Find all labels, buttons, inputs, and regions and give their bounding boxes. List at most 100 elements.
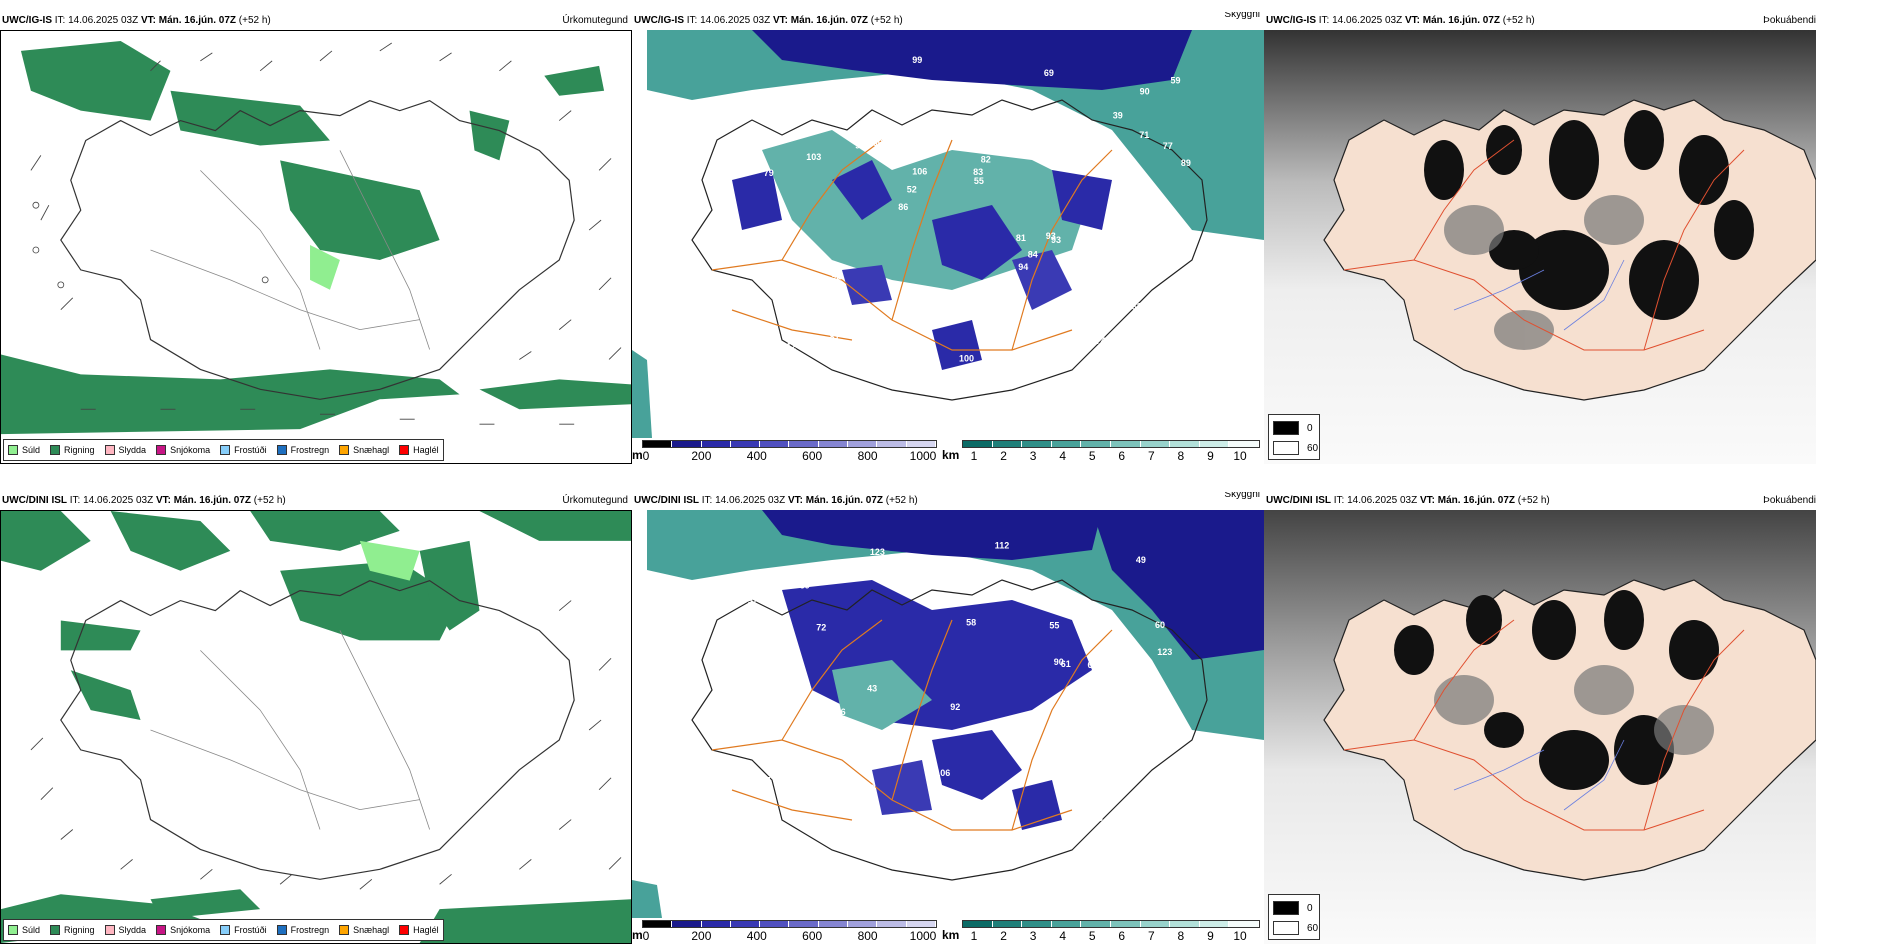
visibility-value: 71 (1139, 130, 1149, 140)
legend-item-6: Snæhagl (339, 925, 389, 935)
visibility-value: 92 (831, 271, 841, 281)
legend-swatch (156, 925, 167, 935)
cc-legend-row-0: 0 (1273, 421, 1313, 435)
visibility-value: 40 (1110, 771, 1120, 781)
visibility-value: 55 (1049, 621, 1059, 631)
visibility-value: 58 (1118, 640, 1128, 650)
precip-type-legend: Súld Rigning Slydda Snjókoma Frostúði Fr… (3, 439, 444, 461)
bar-swatch (1110, 921, 1141, 927)
visibility-value: 97 (855, 140, 865, 150)
legend-swatch (399, 925, 410, 935)
visibility-value: 96 (1093, 813, 1103, 823)
vt-label: VT: (1419, 495, 1435, 506)
it-value: 14.06.2025 03Z (715, 495, 786, 506)
vt-label: VT: (772, 15, 788, 26)
visibility-value: 88 (759, 699, 769, 709)
lead-time: (+52 h) (253, 495, 286, 506)
precip-type-panel-top: UWC/IG-IS IT: 14.06.2025 03Z VT: Mán. 16… (0, 12, 632, 464)
visibility-value: 60 (1155, 620, 1165, 630)
cc-label: 0 (1307, 902, 1313, 914)
cc-label: 0 (1307, 422, 1313, 434)
bar-swatch (701, 921, 731, 927)
bar-tick-label: 7 (1147, 929, 1155, 943)
precip-map: Súld Rigning Slydda Snjókoma Frostúði Fr… (0, 510, 632, 944)
iceland-outline (60, 100, 575, 400)
visibility-value: 115 (900, 828, 915, 838)
bar-tick-label: 1 (970, 449, 978, 463)
bar-swatch (877, 921, 907, 927)
model-label: UWC/IG-IS (634, 15, 684, 26)
visibility-value: 115 (1007, 304, 1022, 314)
bar-tick-label: 800 (857, 449, 878, 463)
legend-label: Snæhagl (353, 445, 390, 455)
visibility-labels: 71 79 90 86 128 124 120 130 126 106 495 61 85 82 93 88 9… (745, 55, 1191, 364)
bar-tick-label: 4 (1059, 929, 1066, 943)
visibility-bar: km 1 2 3 4 5 6 7 8 9 10 (942, 920, 1260, 942)
visibility-value: 75 (907, 294, 917, 304)
legend-swatch (339, 445, 350, 455)
bar-tick-label: 4 (1059, 449, 1066, 463)
cloud-base-map: 40 60 52 58 115 123 58 103 49 72 123 97 104 115 147 59 4… (632, 510, 1264, 918)
legend-label: Frostúði (234, 925, 267, 935)
cloud-cover-legend: 0 60 (1268, 894, 1320, 940)
bar-swatch (730, 921, 761, 927)
visibility-value: 90 (1054, 657, 1064, 667)
visibility-value: 52 (907, 185, 917, 195)
vt-label: VT: (787, 495, 803, 506)
bar-tick-label: 6 (1118, 449, 1126, 463)
legend-label: Frostregn (290, 445, 330, 455)
visibility-value: 62 (859, 561, 869, 571)
visibility-value: 106 (935, 768, 950, 778)
cloud-base-map-svg: 40 60 52 58 115 123 58 103 49 72 123 97 104 115 147 59 4… (632, 510, 1264, 918)
legend-swatch (50, 445, 61, 455)
precip-type-panel-bottom: UWC/DINI ISL IT: 14.06.2025 03Z VT: Mán.… (0, 492, 632, 944)
legend-swatch (156, 445, 167, 455)
bar-swatch (877, 441, 907, 447)
visibility-value: 105 (1182, 777, 1197, 787)
bar-swatch (643, 441, 673, 447)
legend-item-5: Frostregn (276, 445, 330, 455)
visibility-value: 88 (1002, 819, 1012, 829)
bar-tick-label: 0 (642, 929, 650, 943)
visibility-value: 112 (995, 540, 1010, 550)
visibility-value: 69 (1044, 68, 1054, 78)
iceland-outline (691, 99, 1208, 401)
visibility-value: 94 (1018, 262, 1028, 272)
bar-swatch (760, 441, 790, 447)
legend-label: Frostregn (290, 925, 330, 935)
bar-swatch (1170, 441, 1200, 447)
bar-swatch (906, 921, 936, 927)
bar-swatch (1022, 921, 1052, 927)
legend-item-0: Súld (8, 445, 40, 455)
legend-label: Slydda (118, 925, 147, 935)
visibility-value: 120 (910, 100, 925, 110)
visibility-value: 81 (939, 567, 949, 577)
cloud-cover-panel-top: UWC/IG-IS IT: 14.06.2025 03Z VT: Mán. 16… (1264, 12, 1900, 464)
cloud-cover-panel-bottom: UWC/DINI ISL IT: 14.06.2025 03Z VT: Mán.… (1264, 492, 1900, 944)
visibility-ticks: 1 2 3 4 5 6 7 8 9 10 (970, 449, 1247, 463)
visibility-value: 81 (830, 332, 840, 342)
visibility-value: 103 (861, 783, 876, 793)
model-label: UWC/DINI ISL (1266, 495, 1331, 506)
bar-tick-label: 3 (1029, 449, 1037, 463)
visibility-value: 106 (868, 138, 883, 148)
visibility-value: 59 (1171, 75, 1181, 85)
it-label: IT: (1318, 15, 1330, 26)
bar-tick-label: 800 (857, 929, 878, 943)
visibility-value: 99 (928, 775, 938, 785)
visibility-value: 123 (1157, 647, 1172, 657)
bar-swatch (1140, 441, 1171, 447)
bar-tick-label: 6 (1118, 929, 1126, 943)
lead-time: (+52 h) (1502, 15, 1535, 26)
visibility-value: 93 (1051, 235, 1061, 245)
legend-item-1: Rigning (50, 445, 95, 455)
height-unit: m (632, 448, 643, 462)
legend-swatch (8, 445, 18, 455)
cc-legend-row-0: 0 (1273, 901, 1313, 915)
panel-header: UWC/DINI ISL IT: 14.06.2025 03Z VT: Mán.… (1264, 492, 1900, 510)
visibility-unit: km (942, 448, 960, 462)
it-value: 14.06.2025 03Z (700, 15, 771, 26)
legend-item-1: Rigning (50, 925, 95, 935)
bar-swatch (760, 921, 790, 927)
bar-tick-label: 9 (1207, 929, 1214, 943)
